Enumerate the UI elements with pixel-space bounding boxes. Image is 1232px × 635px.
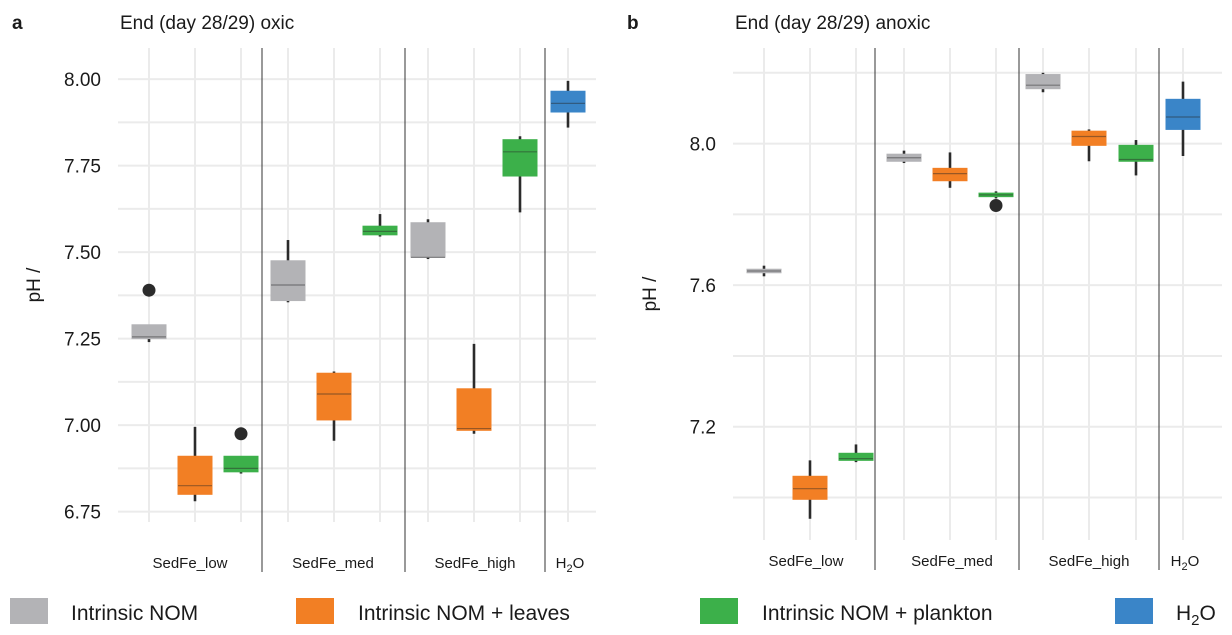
box-body — [550, 90, 586, 113]
panel-letter: b — [627, 13, 639, 34]
y-axis-label: pH / — [640, 276, 661, 312]
box-body — [410, 222, 446, 258]
legend-label: H2O — [1176, 602, 1216, 629]
legend-label: Intrinsic NOM + plankton — [762, 602, 993, 625]
legend-swatch — [1115, 598, 1153, 624]
box-body — [1071, 130, 1107, 146]
group-label: SedFe_low — [768, 553, 843, 570]
box-body — [223, 455, 259, 473]
box-body — [978, 192, 1014, 198]
box-outlier — [989, 199, 1003, 213]
box-outlier — [142, 283, 156, 297]
box-outlier — [234, 427, 248, 441]
y-tick-label: 7.25 — [64, 330, 101, 351]
box-body — [1118, 144, 1154, 162]
box-body — [177, 455, 213, 495]
legend-swatch — [10, 598, 48, 624]
legend-swatch — [700, 598, 738, 624]
box-body — [838, 452, 874, 461]
box-body — [362, 225, 398, 236]
group-label: SedFe_high — [435, 555, 516, 572]
group-label: SedFe_med — [292, 555, 374, 572]
y-tick-label: 7.2 — [690, 418, 716, 439]
y-tick-label: 7.50 — [64, 243, 101, 264]
y-axis-label: pH / — [24, 267, 45, 303]
y-tick-label: 8.0 — [690, 135, 716, 156]
box-body — [792, 475, 828, 500]
y-tick-label: 7.75 — [64, 157, 101, 178]
group-label: SedFe_high — [1049, 553, 1130, 570]
box-body — [270, 260, 306, 302]
legend-label: Intrinsic NOM + leaves — [358, 602, 570, 625]
group-label: H2O — [1171, 553, 1200, 573]
box-body — [131, 324, 167, 340]
box-body — [1165, 98, 1201, 130]
chart-title: End (day 28/29) anoxic — [735, 13, 930, 34]
chart-title: End (day 28/29) oxic — [120, 13, 294, 34]
y-tick-label: 8.00 — [64, 70, 101, 91]
box-body — [932, 167, 968, 182]
group-label: SedFe_low — [152, 555, 227, 572]
group-label: SedFe_med — [911, 553, 993, 570]
legend-label: Intrinsic NOM — [71, 602, 198, 625]
box-body — [886, 153, 922, 162]
box-body — [456, 388, 492, 431]
group-label: H2O — [556, 555, 585, 575]
y-tick-label: 7.6 — [690, 276, 716, 297]
y-tick-label: 7.00 — [64, 416, 101, 437]
box-body — [502, 139, 538, 177]
box-body — [1025, 74, 1061, 90]
y-tick-label: 6.75 — [64, 503, 101, 524]
legend-swatch — [296, 598, 334, 624]
panel-letter: a — [12, 13, 23, 34]
box-body — [746, 268, 782, 274]
box-body — [316, 372, 352, 421]
